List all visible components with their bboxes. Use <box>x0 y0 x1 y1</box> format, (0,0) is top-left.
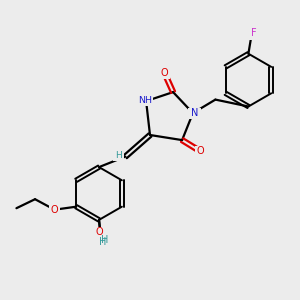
Text: H: H <box>116 151 122 160</box>
Text: H: H <box>101 235 109 245</box>
Text: N: N <box>191 108 198 118</box>
Text: O: O <box>197 146 205 157</box>
Bar <box>248 29 258 40</box>
Bar <box>159 68 170 79</box>
Text: O: O <box>161 68 169 79</box>
Bar <box>188 108 201 118</box>
Text: NH: NH <box>139 96 152 105</box>
Bar <box>96 237 109 248</box>
Bar <box>94 226 106 237</box>
Text: O: O <box>51 205 58 215</box>
Bar <box>49 204 60 215</box>
Bar <box>88 226 101 237</box>
Bar <box>195 146 206 157</box>
Bar <box>113 150 124 161</box>
Text: O: O <box>96 227 104 237</box>
Text: F: F <box>251 28 256 38</box>
Text: H: H <box>99 237 106 247</box>
Bar <box>98 235 110 245</box>
Bar <box>136 95 153 106</box>
